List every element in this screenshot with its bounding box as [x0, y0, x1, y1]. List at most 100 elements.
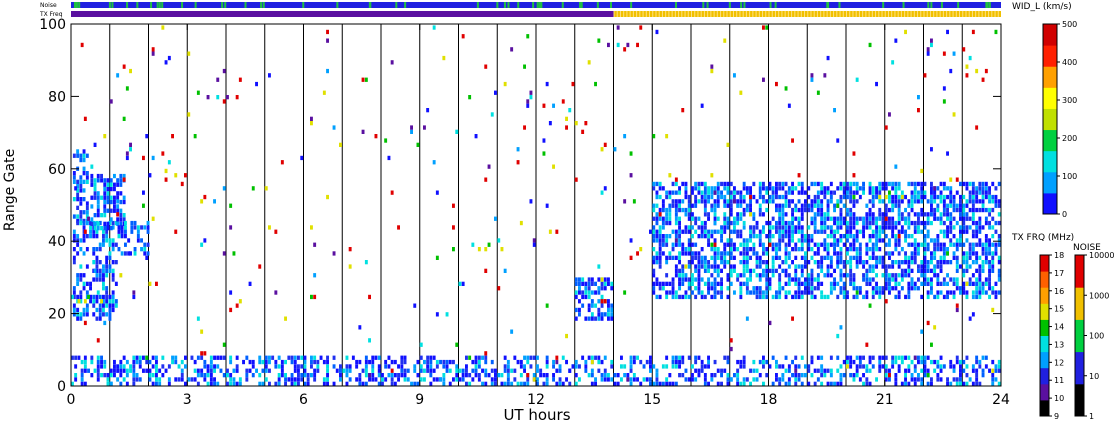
data-cell — [161, 364, 165, 369]
data-cell — [962, 181, 966, 187]
noise-bar-mark — [740, 2, 743, 8]
data-cell — [72, 294, 76, 300]
data-cell — [649, 377, 652, 382]
data-cell — [122, 199, 126, 205]
data-cell — [939, 216, 943, 221]
data-cell — [313, 294, 317, 300]
data-cell — [148, 373, 152, 378]
data-cell — [92, 277, 96, 282]
data-cell — [858, 377, 862, 382]
data-cell — [897, 216, 901, 221]
data-cell — [96, 204, 100, 209]
data-cell — [83, 320, 87, 326]
data-cell — [558, 381, 562, 386]
data-cell — [971, 251, 975, 256]
data-cell — [661, 364, 665, 369]
data-cell — [946, 247, 949, 252]
data-cell — [745, 251, 749, 256]
data-cell — [975, 125, 979, 130]
data-cell — [439, 359, 442, 365]
data-cell — [930, 290, 933, 295]
data-cell — [952, 277, 956, 282]
data-cell — [574, 316, 578, 321]
data-cell — [374, 355, 378, 360]
data-cell — [105, 303, 109, 308]
data-cell — [92, 299, 96, 304]
data-cell — [723, 220, 727, 226]
data-cell — [523, 355, 526, 360]
data-cell — [668, 212, 672, 217]
data-cell — [238, 299, 242, 304]
data-cell — [82, 153, 86, 158]
data-cell — [933, 268, 937, 273]
data-cell — [105, 255, 109, 260]
data-cell — [96, 355, 100, 360]
data-cell — [888, 368, 891, 373]
data-cell — [984, 255, 988, 260]
data-cell — [946, 229, 949, 234]
data-cell — [387, 364, 391, 369]
data-cell — [736, 368, 740, 373]
data-cell — [71, 294, 74, 300]
data-cell — [616, 25, 620, 30]
data-cell — [700, 181, 704, 187]
noise-bar-mark — [507, 2, 510, 8]
data-cell — [955, 177, 959, 182]
data-cell — [875, 242, 878, 247]
data-cell — [975, 373, 979, 378]
data-cell — [590, 290, 594, 295]
data-cell — [678, 364, 681, 369]
data-cell — [274, 290, 278, 295]
colorbar-tick-label: 12 — [1054, 358, 1064, 367]
data-cell — [910, 194, 914, 200]
data-cell — [652, 186, 656, 191]
data-cell — [871, 264, 875, 269]
data-cell — [875, 190, 878, 195]
data-cell — [124, 242, 127, 247]
data-cell — [293, 381, 297, 386]
data-cell — [113, 173, 116, 179]
data-cell — [946, 207, 949, 213]
data-cell — [671, 381, 675, 386]
data-cell — [490, 112, 494, 117]
data-cell — [826, 255, 830, 260]
data-cell — [200, 373, 204, 378]
data-cell — [368, 373, 371, 378]
data-cell — [768, 225, 772, 230]
noise-bar-mark — [986, 2, 989, 8]
data-cell — [106, 199, 110, 205]
data-cell — [313, 273, 317, 278]
data-cell — [865, 342, 869, 347]
data-cell — [787, 242, 791, 247]
data-cell — [526, 355, 530, 360]
data-cell — [238, 377, 242, 382]
txfreq-bar-mark — [716, 11, 718, 17]
data-cell — [432, 160, 436, 165]
data-cell — [629, 381, 633, 386]
data-cell — [975, 68, 979, 74]
data-cell — [529, 90, 533, 95]
data-cell — [981, 373, 985, 378]
data-cell — [758, 260, 762, 265]
data-cell — [264, 355, 268, 360]
data-cell — [933, 194, 937, 200]
data-cell — [930, 286, 933, 291]
data-cell — [703, 234, 707, 239]
data-cell — [645, 377, 649, 382]
data-cell — [694, 255, 698, 260]
noise-bar-mark — [540, 2, 543, 8]
data-cell — [942, 234, 946, 239]
data-cell — [787, 251, 791, 256]
data-cell — [904, 355, 907, 360]
data-cell — [839, 225, 843, 230]
data-cell — [568, 381, 572, 386]
data-cell — [913, 368, 917, 373]
data-cell — [322, 359, 326, 365]
data-cell — [891, 199, 895, 204]
data-cell — [516, 147, 520, 152]
data-cell — [694, 264, 698, 269]
data-cell — [381, 381, 384, 386]
data-cell — [733, 220, 736, 226]
data-cell — [939, 242, 943, 247]
